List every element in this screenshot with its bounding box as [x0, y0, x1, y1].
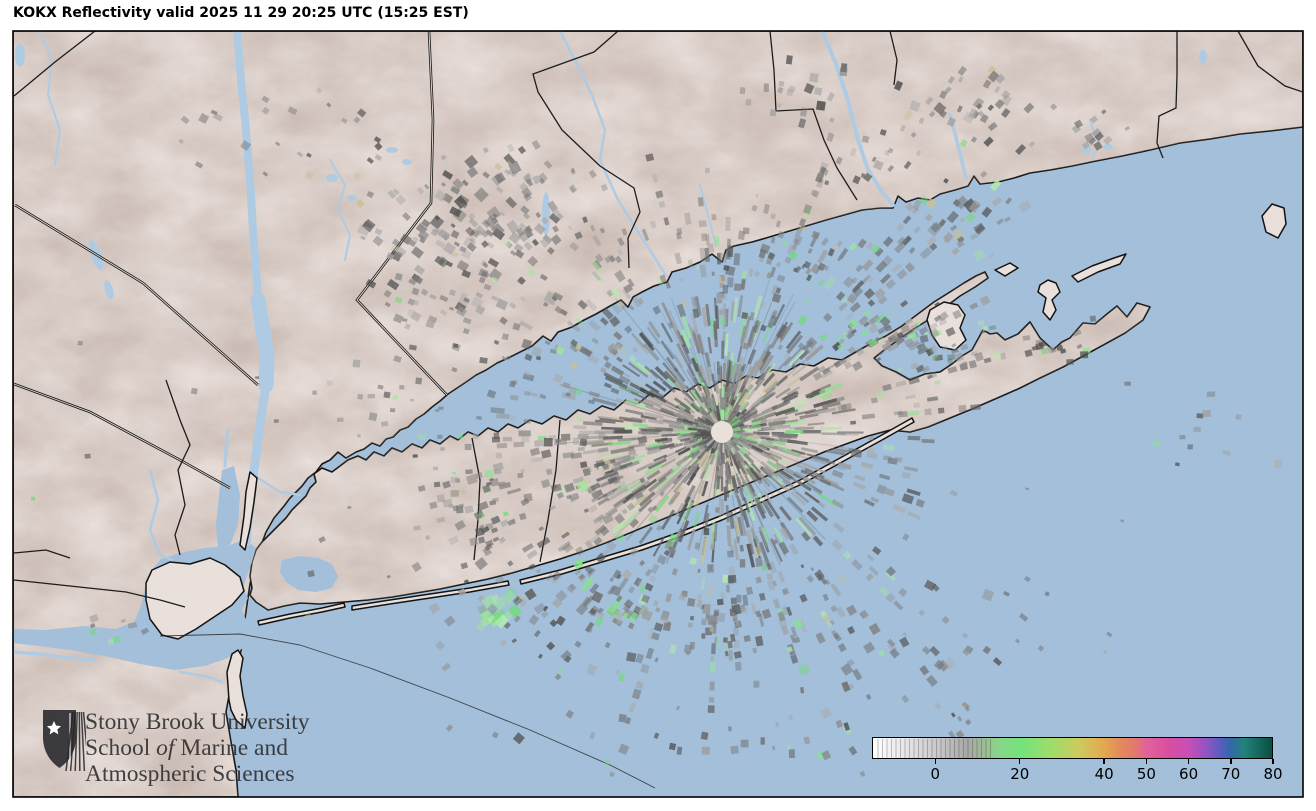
barrier-beach [257, 602, 346, 626]
radar-site-hole [711, 421, 733, 443]
logo-text: Stony Brook University School of Marine … [85, 709, 310, 787]
stony-brook-logo: Stony Brook University School of Marine … [40, 703, 370, 798]
barrier-beach [351, 580, 510, 611]
colorbar-tick [934, 759, 937, 764]
fire-island-barrier [519, 417, 915, 585]
map-frame [12, 30, 1304, 798]
colorbar-tick-label: 20 [1010, 765, 1030, 783]
plum-island [994, 262, 1019, 277]
colorbar-tick [1187, 759, 1190, 764]
colorbar-tick-label: 70 [1221, 765, 1241, 783]
university-shield-icon [43, 710, 86, 772]
sandy-hook [226, 649, 248, 729]
political-boundaries [13, 31, 1303, 789]
colorbar-tick-label: 40 [1094, 765, 1114, 783]
manhattan [239, 471, 258, 551]
colorbar-step-lines [874, 738, 995, 758]
harbor-channel-line [159, 633, 656, 789]
colorbar-tick-label: 80 [1263, 765, 1283, 783]
colorbar-tick [1145, 759, 1148, 764]
logo-line2: School of Marine and [85, 735, 288, 761]
radar-clutter-echoes [30, 55, 1283, 778]
fishers-island [1071, 253, 1127, 283]
colorbar-tick-label: 50 [1136, 765, 1156, 783]
logo-line1: Stony Brook University [85, 709, 310, 735]
colorbar-tick [1272, 759, 1274, 764]
islands [145, 203, 1287, 729]
colorbar-tick [1103, 759, 1105, 764]
colorbar-tick [1018, 759, 1021, 764]
colorbar-gradient [872, 737, 1273, 759]
staten-island [145, 557, 245, 640]
colorbar-tick-label: 60 [1179, 765, 1199, 783]
colorbar-tick-label: 0 [930, 765, 941, 783]
gardiners-island [1037, 279, 1061, 321]
colorbar-tick [1230, 759, 1232, 764]
figure-title: KOKX Reflectivity valid 2025 11 29 20:25… [13, 5, 469, 21]
map-canvas [13, 31, 1303, 797]
block-island [1261, 203, 1287, 239]
logo-line3: Atmospheric Sciences [85, 761, 295, 787]
